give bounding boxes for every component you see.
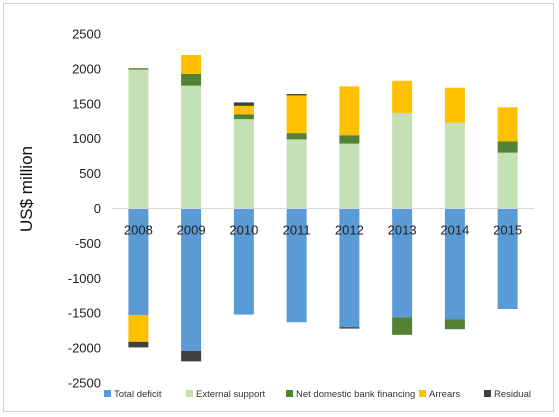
y-tick-label: -2000 — [68, 341, 101, 356]
bar-segment-2013-external-support — [392, 112, 413, 209]
bar-segment-2012-arrears — [339, 86, 360, 136]
y-tick-label: 2000 — [72, 61, 101, 76]
bar-segment-2015-arrears — [497, 107, 518, 142]
y-tick-label: 2500 — [72, 27, 101, 42]
bar-segment-2010-external-support — [233, 119, 254, 209]
legend-label: Arrears — [429, 389, 460, 400]
y-tick-label: 1000 — [72, 131, 101, 146]
bar-segment-2008-total-deficit — [128, 208, 149, 316]
bar-segment-2015-net-domestic-bank-financing — [497, 141, 518, 153]
bars-layer — [128, 54, 518, 362]
category-label: 2015 — [493, 223, 522, 238]
bar-segment-2012-residual — [339, 327, 360, 329]
bar-segment-2013-arrears — [392, 80, 413, 113]
bar-segment-2010-arrears — [233, 105, 254, 115]
bar-segment-2008-external-support — [128, 69, 149, 209]
y-axis-label: US$ million — [17, 146, 36, 232]
bar-segment-2015-total-deficit — [497, 208, 518, 310]
bar-segment-2009-residual — [181, 350, 202, 362]
legend-label: Net domestic bank financing — [296, 389, 415, 400]
bar-segment-2010-residual — [233, 102, 254, 106]
y-tick-label: -2500 — [68, 376, 101, 391]
category-labels: 2008 2009 2010 2011 2012 2013 2014 2015 — [124, 223, 522, 238]
y-tick-label: 500 — [79, 166, 101, 181]
category-label: 2013 — [388, 223, 417, 238]
bar-segment-2008-net-domestic-bank-financing — [128, 68, 149, 70]
bar-segment-2009-total-deficit — [181, 208, 202, 351]
category-label: 2012 — [335, 223, 364, 238]
bar-segment-2011-arrears — [286, 95, 307, 134]
legend-label: Total deficit — [114, 389, 162, 400]
y-tick-label: -1500 — [68, 306, 101, 321]
bar-segment-2008-arrears — [128, 315, 149, 342]
bar-segment-2014-external-support — [444, 122, 465, 209]
legend-swatch — [286, 390, 293, 397]
bar-segment-2011-total-deficit — [286, 208, 307, 323]
legend: Total deficit External support Net domesti… — [104, 389, 531, 400]
legend-label: External support — [196, 389, 266, 400]
bar-segment-2012-net-domestic-bank-financing — [339, 135, 360, 144]
bar-segment-2015-external-support — [497, 152, 518, 209]
chart-frame: US$ million 2500 2000 1500 1000 500 0 -500 -100… — [3, 3, 554, 412]
bar-segment-2013-total-deficit — [392, 208, 413, 318]
bar-segment-2011-residual — [286, 94, 307, 96]
bar-segment-2008-residual — [128, 341, 149, 348]
bar-segment-2014-arrears — [444, 87, 465, 123]
bar-segment-2009-external-support — [181, 85, 202, 209]
bar-segment-2009-arrears — [181, 54, 202, 74]
y-tick-labels: 2500 2000 1500 1000 500 0 -500 -1000 -1500 -2000 -… — [68, 27, 101, 391]
category-label: 2008 — [124, 223, 153, 238]
stacked-bar-chart: US$ million 2500 2000 1500 1000 500 0 -500 -100… — [17, 27, 534, 400]
legend-swatch — [186, 390, 193, 397]
category-label: 2014 — [440, 223, 469, 238]
y-tick-label: 1500 — [72, 96, 101, 111]
category-label: 2010 — [229, 223, 258, 238]
bar-segment-2011-external-support — [286, 139, 307, 209]
category-label: 2011 — [283, 223, 311, 238]
bar-segment-2011-net-domestic-bank-financing — [286, 133, 307, 140]
bar-segment-2014-net-domestic-bank-financing — [444, 319, 465, 330]
legend-swatch — [484, 390, 491, 397]
bar-segment-2010-total-deficit — [233, 208, 254, 315]
bar-segment-2012-external-support — [339, 143, 360, 209]
legend-swatch — [419, 390, 426, 397]
category-label: 2009 — [177, 223, 206, 238]
legend-label: Residual — [494, 389, 531, 400]
y-tick-label: -500 — [75, 236, 101, 251]
bar-segment-2012-total-deficit — [339, 208, 360, 328]
bar-segment-2009-net-domestic-bank-financing — [181, 73, 202, 86]
y-tick-label: -1000 — [68, 271, 101, 286]
bar-segment-2013-net-domestic-bank-financing — [392, 317, 413, 335]
bar-segment-2014-total-deficit — [444, 208, 465, 320]
bar-segment-2010-net-domestic-bank-financing — [233, 114, 254, 120]
y-tick-label: 0 — [94, 201, 101, 216]
legend-swatch — [104, 390, 111, 397]
